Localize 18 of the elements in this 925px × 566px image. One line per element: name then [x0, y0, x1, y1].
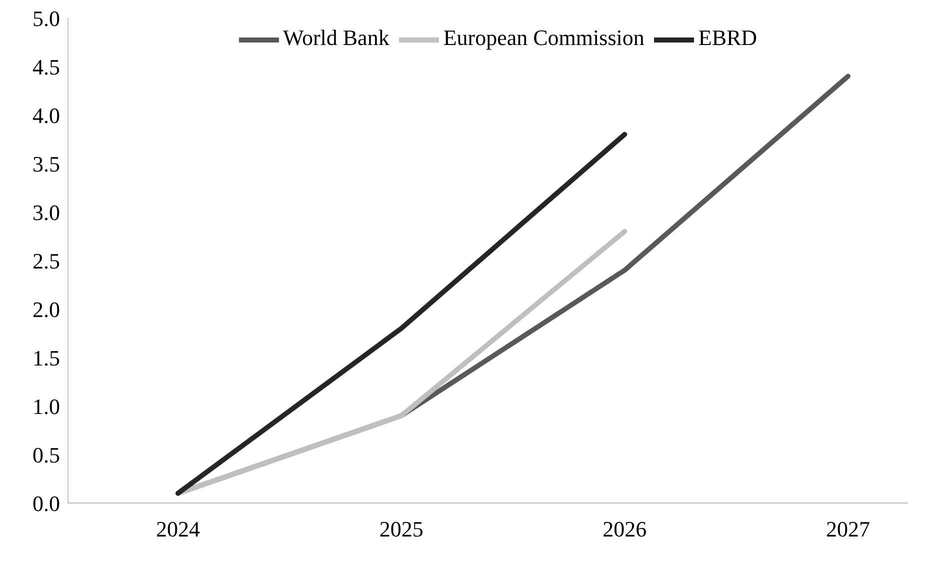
y-tick-label: 0.5	[32, 442, 60, 468]
y-tick-label: 2.0	[32, 296, 60, 322]
y-tick-label: 5.0	[32, 6, 60, 31]
y-tick-label: 0.0	[32, 490, 60, 516]
y-tick-label: 4.0	[32, 102, 60, 128]
legend-label: EBRD	[698, 25, 758, 50]
legend-label: World Bank	[282, 25, 390, 50]
x-tick-label: 2026	[602, 516, 647, 542]
y-tick-label: 4.5	[32, 54, 60, 80]
y-tick-label: 1.0	[32, 394, 60, 419]
x-tick-label: 2024	[156, 516, 200, 542]
y-tick-label: 2.5	[32, 248, 60, 274]
y-tick-label: 1.5	[32, 345, 60, 370]
y-tick-label: 3.0	[32, 200, 60, 225]
x-tick-label: 2027	[826, 516, 870, 542]
legend-label: European Commission	[443, 25, 644, 50]
x-tick-label: 2025	[379, 516, 424, 542]
y-tick-label: 3.5	[32, 151, 60, 176]
